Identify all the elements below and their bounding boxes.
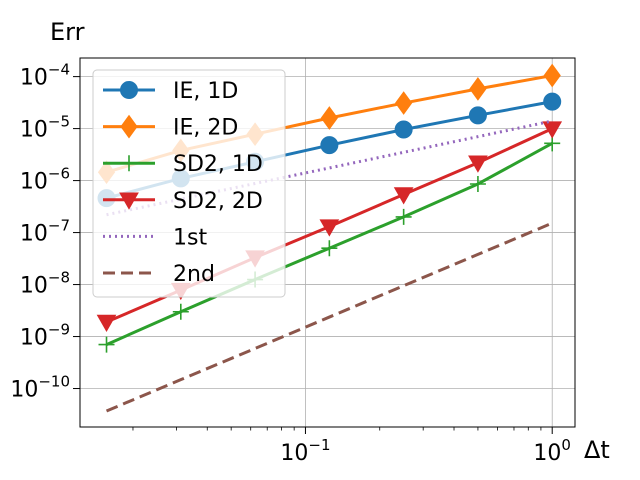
- legend-label: IE, 2D: [173, 116, 238, 141]
- data-point: [395, 91, 413, 115]
- legend-entry: IE, 2D: [103, 114, 238, 141]
- legend-label: SD2, 1D: [173, 152, 263, 177]
- legend-label: IE, 1D: [173, 79, 238, 104]
- data-point: [469, 77, 487, 101]
- y-tick-label: 10−5: [20, 113, 70, 143]
- data-point: [468, 155, 488, 173]
- data-point: [172, 303, 189, 320]
- legend: IE, 1D IE, 2D SD2, 1D SD2, 2D 1st 2nd: [92, 69, 286, 298]
- legend-entry: SD2, 2D: [103, 189, 263, 214]
- data-point: [543, 92, 562, 111]
- legend-marker: [119, 192, 139, 210]
- data-point: [319, 219, 340, 237]
- series-line: [106, 119, 553, 217]
- plot-frame: [79, 57, 576, 428]
- y-tick-label: 10−10: [10, 373, 70, 403]
- data-point: [98, 336, 115, 353]
- data-point: [320, 106, 338, 130]
- legend-label: 2nd: [173, 262, 215, 287]
- data-point: [395, 208, 412, 225]
- data-point: [542, 121, 563, 139]
- data-point: [468, 106, 487, 125]
- legend-marker: [120, 81, 138, 99]
- data-point: [393, 187, 414, 205]
- x-tick-label: 10−1: [280, 436, 330, 466]
- legend-label: SD2, 2D: [173, 189, 263, 214]
- data-point: [543, 63, 561, 88]
- data-point: [96, 314, 117, 333]
- y-tick-label: 10−6: [20, 165, 70, 195]
- data-point: [320, 136, 339, 155]
- series-1st: [106, 119, 553, 217]
- legend-label: 1st: [173, 225, 207, 250]
- series-2nd: [105, 221, 553, 413]
- legend-marker: [121, 155, 137, 172]
- legend-entry: SD2, 1D: [103, 152, 263, 177]
- legend-entry: 1st: [103, 225, 207, 250]
- axis-ticks: 10−1 100 10−10 10−9 10−8 10−7 10−6 10−5 10−4: [10, 61, 571, 466]
- y-tick-label: 10−4: [20, 61, 70, 91]
- data-point: [321, 240, 338, 257]
- legend-entry: IE, 1D: [103, 79, 238, 104]
- y-axis-label: Err: [50, 18, 85, 46]
- x-tick-label: 100: [533, 436, 571, 466]
- legend-marker: [120, 114, 138, 139]
- data-point: [469, 175, 486, 192]
- x-axis-label: Δt: [584, 436, 610, 464]
- y-tick-label: 10−9: [20, 321, 70, 351]
- y-tick-label: 10−8: [20, 269, 70, 299]
- data-point: [394, 120, 413, 139]
- y-tick-label: 10−7: [20, 217, 70, 247]
- series-line: [105, 221, 553, 413]
- legend-entry: 2nd: [103, 262, 215, 287]
